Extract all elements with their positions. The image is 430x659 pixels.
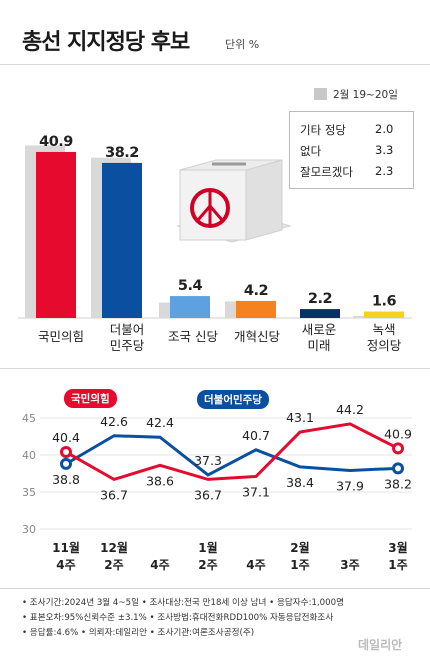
x-tick-label-5: 2월 1주 [290, 540, 309, 572]
other-value-0: 2.0 [375, 122, 394, 136]
x-tick-part: 2주 [198, 558, 217, 572]
page-title: 총선 지지정당 후보 [22, 30, 190, 55]
ppp-value-label-3: 36.7 [194, 487, 222, 502]
ppp-value-label-2: 38.6 [146, 473, 174, 488]
bar-value-label-3: 4.2 [244, 283, 268, 299]
top-divider [0, 64, 430, 65]
x-tick-part: 3주 [340, 558, 359, 572]
footer-line-1: • 조사기간:2024년 3월 4~5일 • 조사대상:전국 만18세 이상 남… [22, 598, 344, 608]
other-name-1: 없다 [300, 144, 322, 158]
dem-value-label-4: 40.7 [242, 428, 270, 443]
category-label-3: 개혁신당 [233, 329, 280, 344]
footer-line-3: • 응답률:4.6% • 의뢰자:데일리안 • 조사기관:여론조사공정(주) [22, 628, 255, 638]
footer-notes: • 조사기간:2024년 3월 4~5일 • 조사대상:전국 만18세 이상 남… [22, 596, 422, 641]
x-tick-part: 4주 [150, 558, 169, 572]
dem-value-label-6: 37.9 [336, 479, 364, 494]
ppp-value-label-0: 40.4 [52, 430, 80, 445]
category-label-0: 국민의힘 [37, 329, 84, 344]
category-label-4: 새로운 미래 [283, 322, 355, 354]
category-label-2: 조국 신당 [168, 329, 218, 344]
bar-value-label-1: 38.2 [105, 145, 139, 161]
legend-label: 2월 19~20일 [333, 89, 398, 101]
point-ppp-start [60, 446, 72, 459]
x-tick-part: 1월 [198, 540, 217, 555]
y-tick-35: 35 [22, 486, 36, 499]
dem-value-label-2: 42.4 [146, 415, 174, 430]
x-tick-part: 1주 [388, 558, 407, 572]
bar-chart: 40.9 38.2 5.4 4.2 2.2 1.6 [18, 134, 412, 319]
y-tick-45: 45 [22, 412, 36, 425]
bar-current-1 [102, 162, 142, 318]
ppp-value-label-6: 44.2 [336, 402, 364, 417]
ppp-value-label-1: 36.7 [100, 487, 128, 502]
category-label-4-line1: 새로운 [301, 322, 337, 337]
bottom-divider [0, 588, 430, 589]
series-line-ppp [65, 422, 399, 482]
x-tick-label-3: 1월 2주 [198, 540, 217, 572]
series-line-dem [65, 434, 399, 477]
bar-value-label-5: 1.6 [372, 294, 397, 310]
bar-value-label-0: 40.9 [39, 134, 73, 150]
x-tick-label-1: 12월 2주 [100, 540, 128, 572]
other-value-2: 2.3 [375, 164, 394, 178]
x-tick-part: 4주 [56, 558, 75, 572]
other-name-0: 기타 정당 [300, 123, 346, 137]
line-chart: 30 35 40 45 40.4 36.7 38.6 36.7 37.1 43.1 44.2 40.9… [22, 402, 412, 572]
footer-line-2: • 표본오차:95%신뢰수준 ±3.1% • 조사방법:휴대전화RDD100% … [22, 613, 334, 623]
series-tag-dem: 더불어민주당 [197, 390, 269, 409]
x-tick-part: 1주 [290, 558, 309, 572]
dem-value-label-1: 42.6 [100, 414, 128, 429]
point-ppp-end [392, 442, 404, 455]
x-tick-part: 2주 [104, 558, 123, 572]
bar-current-4 [300, 309, 340, 318]
legend-swatch [314, 88, 327, 100]
x-tick-label-4: 4주 [246, 558, 265, 572]
x-tick-part: 2월 [290, 540, 309, 555]
y-tick-40: 40 [22, 449, 36, 462]
category-label-5-line2: 정의당 [366, 338, 402, 353]
category-label-5-line1: 녹색 [372, 322, 396, 337]
ppp-value-label-5: 43.1 [286, 410, 314, 425]
other-value-1: 3.3 [375, 143, 394, 157]
x-tick-part: 3월 [388, 540, 407, 555]
x-tick-label-6: 3주 [340, 558, 359, 572]
category-label-1: 더불어 민주당 [91, 322, 163, 354]
dem-value-label-0: 38.8 [52, 472, 80, 487]
bar-value-label-4: 2.2 [308, 291, 332, 307]
bar-current-2 [170, 296, 210, 318]
other-name-2: 잘모르겠다 [300, 165, 353, 179]
category-label-1-line2: 민주당 [109, 338, 145, 353]
category-label-4-line2: 미래 [307, 338, 331, 353]
y-tick-30: 30 [22, 523, 36, 536]
x-tick-label-7: 3월 1주 [388, 540, 407, 572]
x-tick-part: 4주 [246, 558, 265, 572]
dem-value-label-3: 37.3 [194, 453, 222, 468]
bar-current-5 [364, 311, 404, 318]
dem-value-label-7: 38.2 [384, 476, 412, 491]
point-dem-end [392, 462, 404, 475]
ppp-value-label-7: 40.9 [384, 426, 412, 441]
unit-label: 단위 % [225, 38, 260, 51]
bar-current-0 [36, 151, 76, 318]
dem-value-label-5: 38.4 [286, 475, 314, 490]
ppp-value-label-4: 37.1 [242, 484, 270, 499]
bar-value-label-2: 5.4 [178, 278, 203, 294]
category-label-1-line1: 더불어 [109, 322, 145, 337]
category-label-5: 녹색 정의당 [348, 322, 420, 354]
point-dem-start [60, 457, 72, 470]
brand-logo: 데일리안 [358, 638, 403, 652]
x-tick-part: 12월 [100, 540, 128, 555]
bar-current-3 [236, 300, 276, 318]
mid-divider [0, 368, 430, 369]
other-responses-box: 기타 정당 2.0 없다 3.3 잘모르겠다 2.3 [289, 111, 414, 189]
x-tick-label-0: 11월 4주 [52, 540, 80, 572]
ballot-box-icon [176, 159, 292, 243]
x-tick-label-2: 4주 [150, 558, 169, 572]
series-tag-ppp: 국민의힘 [64, 389, 117, 408]
x-tick-part: 11월 [52, 540, 80, 555]
